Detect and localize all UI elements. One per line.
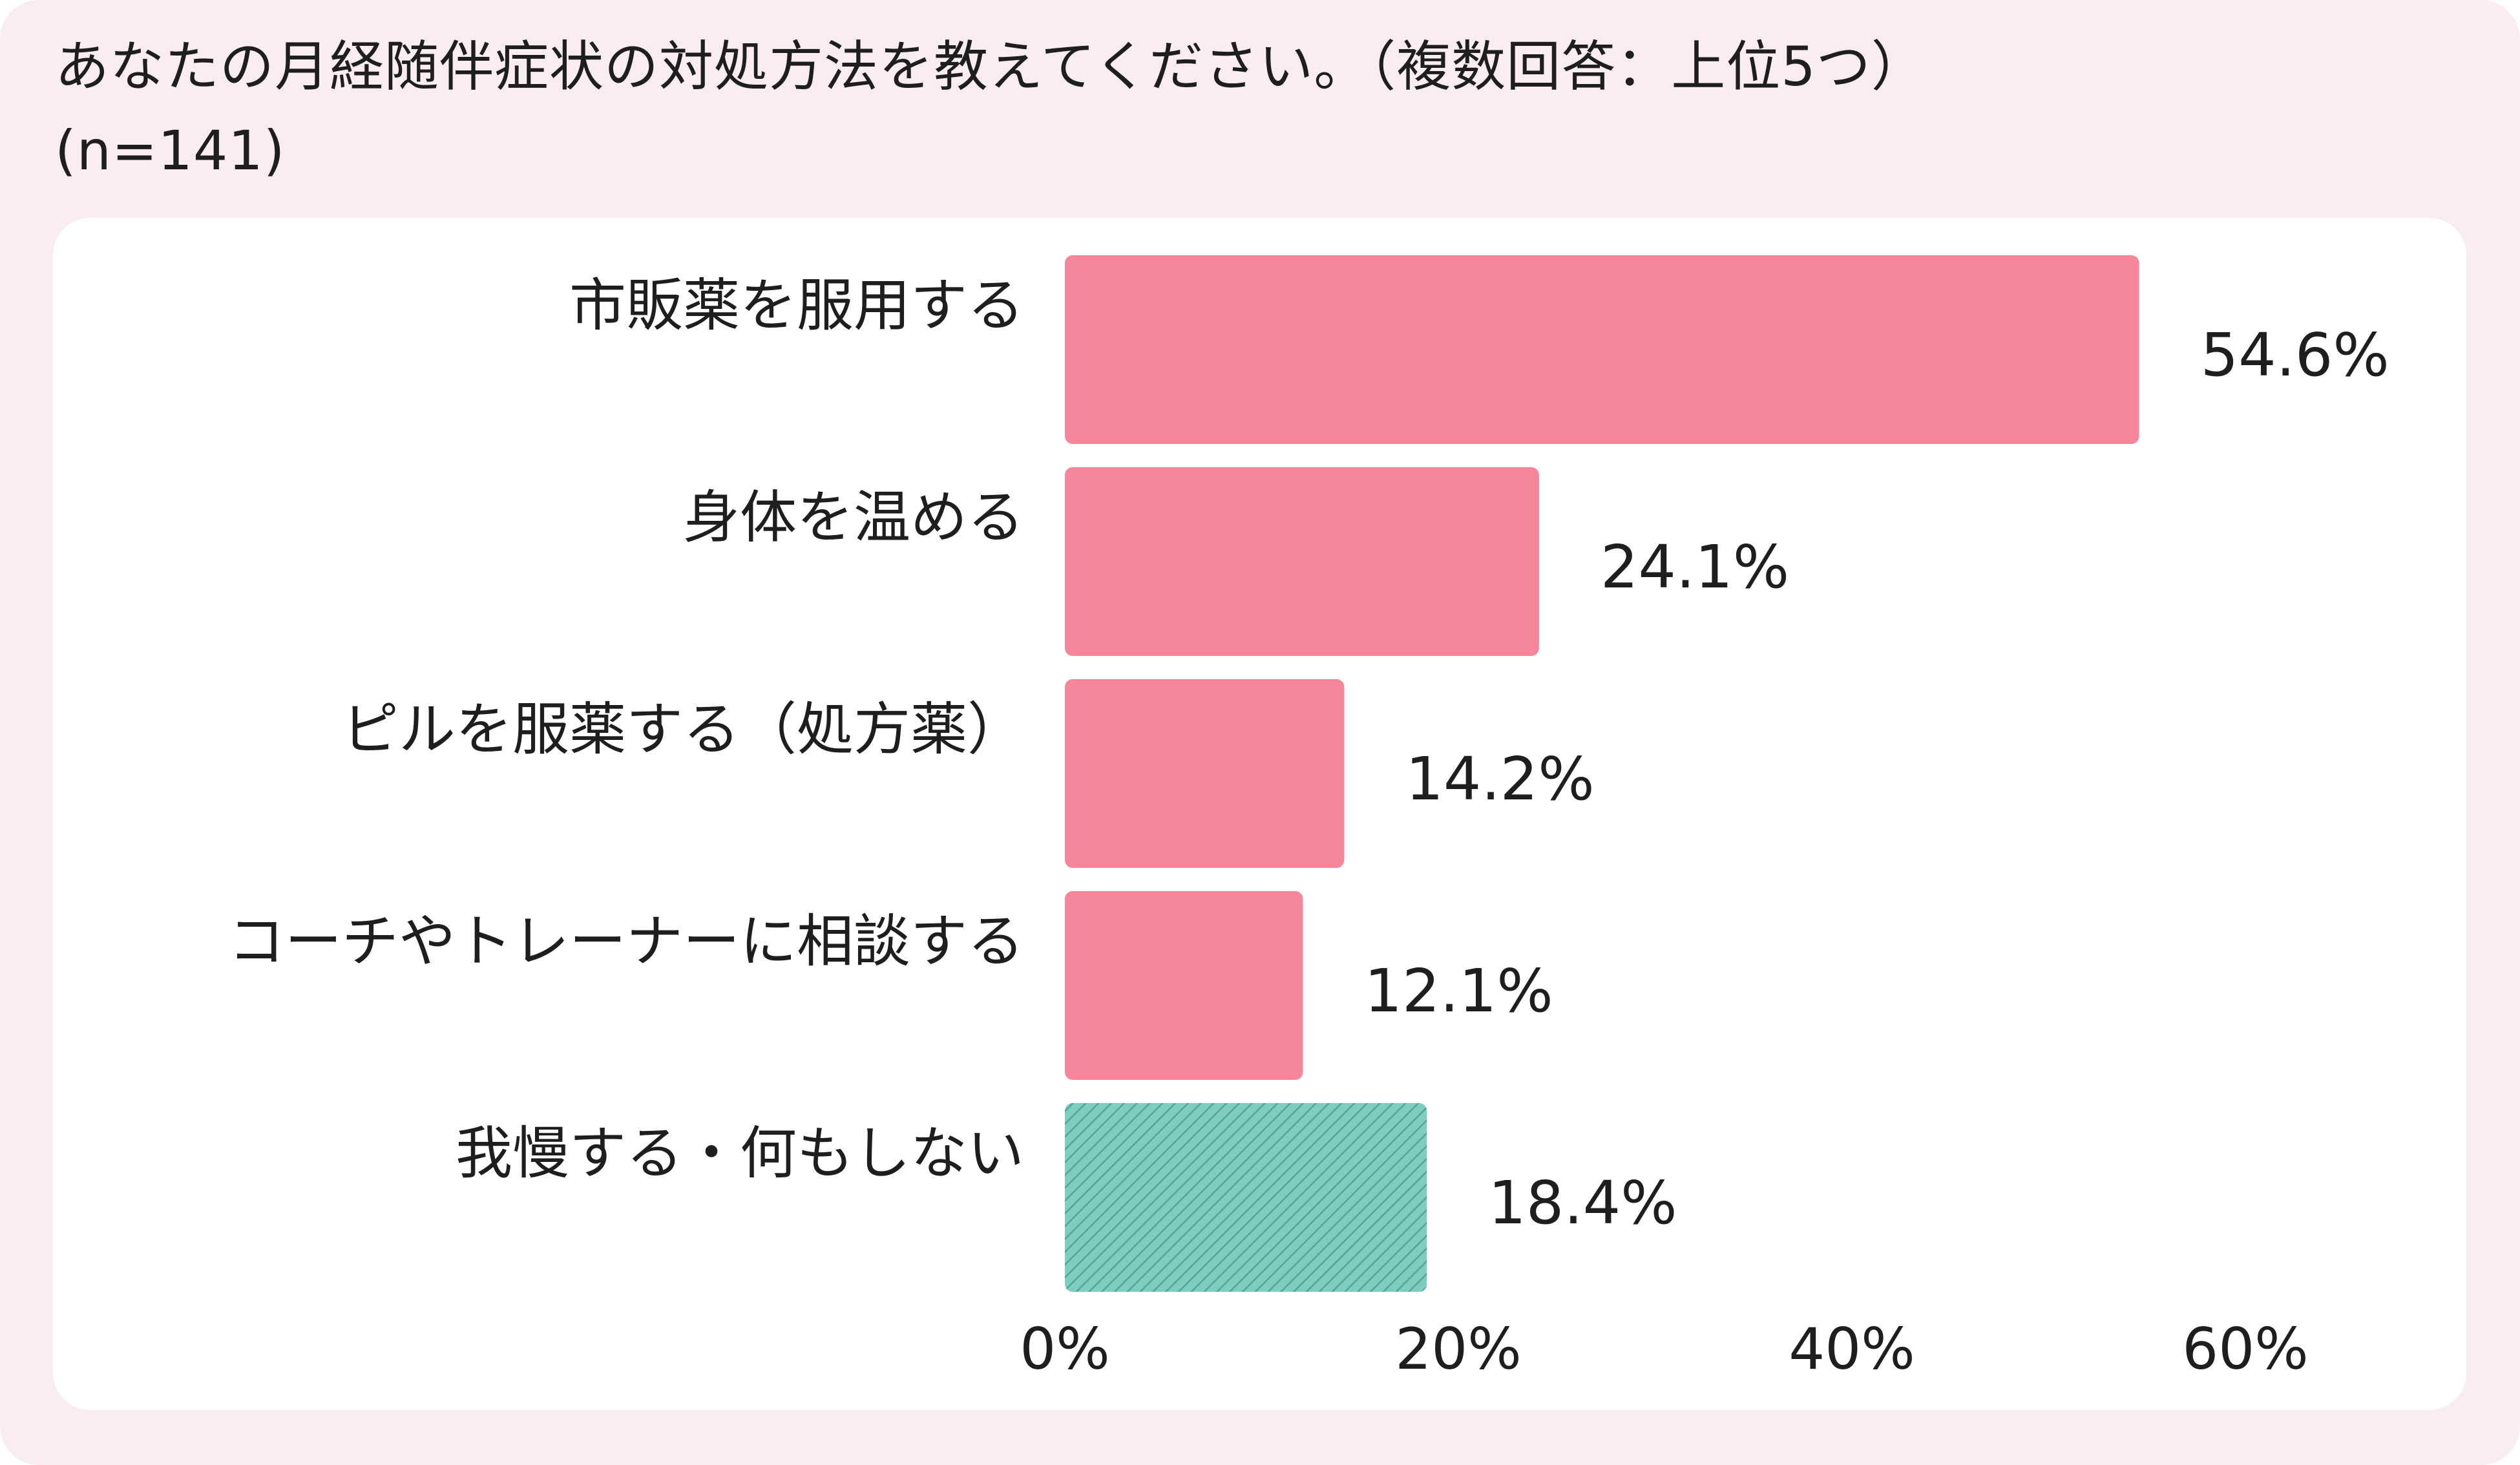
bar-2 xyxy=(1065,467,1539,656)
x-tick-label-20: 20% xyxy=(1395,1316,1522,1382)
value-label-1: 54.6% xyxy=(2201,321,2389,390)
bars xyxy=(1065,255,2139,1292)
value-label-3: 14.2% xyxy=(1405,744,1594,814)
x-tick-label-40: 40% xyxy=(1789,1316,1915,1382)
bar-4 xyxy=(1065,891,1303,1080)
category-label-4: コーチやトレーナーに相談する xyxy=(228,908,1024,975)
value-label-5: 18.4% xyxy=(1488,1168,1677,1238)
value-labels: 54.6% 24.1% 14.2% 12.1% 18.4% xyxy=(1364,321,2389,1238)
x-tick-label-60: 60% xyxy=(2182,1316,2309,1382)
category-label-1: 市販薬を服用する xyxy=(569,272,1024,339)
value-label-2: 24.1% xyxy=(1601,532,1789,602)
x-axis-ticks: 0% 20% 40% 60% xyxy=(1020,1316,2309,1382)
bar-3 xyxy=(1065,679,1345,868)
x-tick-label-0: 0% xyxy=(1020,1316,1110,1382)
value-label-4: 12.1% xyxy=(1364,956,1553,1026)
bar-1 xyxy=(1065,255,2139,444)
category-label-5: 我慢する・何もしない xyxy=(456,1120,1024,1186)
bar-5 xyxy=(1065,1103,1427,1292)
category-label-2: 身体を温める xyxy=(683,484,1024,551)
sample-size-note: (n=141) xyxy=(55,119,286,182)
category-label-3: ピルを服薬する（処方薬） xyxy=(342,696,1024,763)
chart-title: あなたの月経随伴症状の対処方法を教えてください。（複数回答：上位5つ） xyxy=(55,35,1926,98)
